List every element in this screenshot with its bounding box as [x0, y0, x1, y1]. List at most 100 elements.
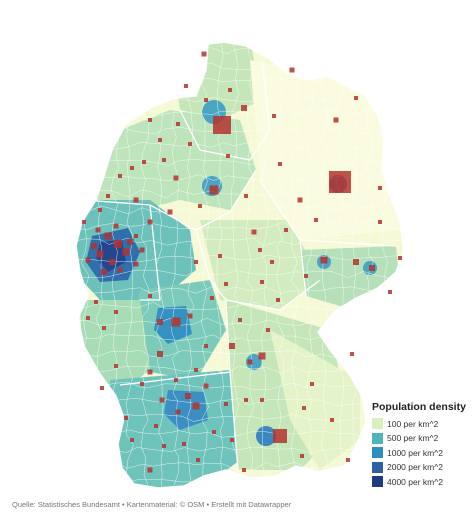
city-marker	[167, 209, 173, 215]
city-marker	[226, 154, 230, 158]
city-marker	[109, 259, 115, 265]
city-marker	[270, 260, 274, 264]
city-marker	[398, 256, 402, 260]
legend-label: 4000 per km^2	[387, 476, 443, 487]
city-marker	[173, 175, 179, 181]
city-marker	[260, 280, 264, 284]
city-marker	[272, 114, 276, 118]
city-marker	[194, 368, 198, 372]
city-marker	[162, 158, 166, 162]
city-marker	[86, 316, 90, 320]
city-marker	[209, 185, 219, 195]
legend-title: Population density	[372, 401, 466, 413]
city-marker	[304, 274, 308, 278]
city-marker	[187, 313, 193, 319]
city-marker	[82, 220, 86, 224]
region-munich	[256, 426, 276, 446]
legend-item: 500 per km^2	[372, 432, 472, 445]
city-marker	[147, 467, 153, 473]
city-marker	[101, 269, 107, 275]
city-marker	[213, 116, 231, 134]
city-marker	[147, 219, 153, 225]
city-marker	[85, 257, 91, 263]
city-marker	[350, 352, 354, 356]
city-marker	[228, 88, 232, 92]
region-stuttgart	[164, 390, 208, 430]
legend-swatch	[372, 447, 383, 458]
city-marker	[242, 468, 246, 472]
city-marker	[297, 197, 303, 203]
city-marker	[310, 382, 314, 386]
city-marker	[204, 98, 208, 102]
city-marker	[276, 298, 280, 302]
city-marker	[378, 186, 382, 190]
city-marker	[148, 294, 152, 298]
city-marker	[229, 343, 235, 349]
city-marker	[162, 444, 166, 448]
city-marker	[96, 250, 104, 258]
city-marker	[260, 398, 264, 402]
city-marker	[130, 438, 134, 442]
city-marker	[258, 248, 262, 252]
city-marker	[139, 247, 145, 253]
city-marker	[158, 138, 162, 142]
city-marker	[113, 223, 119, 229]
city-marker	[224, 402, 228, 406]
city-marker	[174, 378, 178, 382]
legend-swatch	[372, 461, 383, 473]
region-central	[200, 220, 320, 310]
city-marker	[196, 458, 200, 462]
legend-label: 500 per km^2	[387, 433, 439, 443]
source-credit: Quelle: Statistisches Bundesamt • Karten…	[12, 500, 292, 509]
city-marker	[388, 290, 392, 294]
city-marker	[114, 364, 118, 368]
city-marker	[147, 369, 153, 375]
city-marker	[198, 204, 202, 208]
legend-label: 2000 per km^2	[387, 462, 443, 472]
legend-label: 1000 per km^2	[387, 447, 443, 458]
city-marker	[278, 162, 282, 166]
city-marker	[171, 317, 181, 327]
city-marker	[114, 310, 118, 314]
city-marker	[266, 328, 270, 332]
city-marker	[114, 240, 122, 248]
city-marker	[185, 393, 191, 399]
city-marker	[157, 351, 163, 357]
city-marker	[154, 424, 158, 428]
city-marker	[157, 319, 163, 325]
legend-item: 1000 per km^2	[372, 446, 472, 459]
city-marker	[369, 265, 375, 271]
city-marker	[133, 261, 139, 267]
city-marker	[224, 282, 228, 286]
legend-swatch	[372, 432, 383, 444]
city-marker	[204, 344, 208, 348]
region-northeast	[250, 60, 400, 240]
city-marker	[102, 326, 106, 330]
city-marker	[241, 105, 247, 111]
city-marker	[140, 382, 144, 386]
city-marker	[134, 234, 138, 238]
city-marker	[127, 239, 133, 245]
city-marker	[273, 429, 287, 443]
city-marker	[201, 51, 207, 57]
city-markers	[82, 51, 402, 473]
city-marker	[329, 171, 351, 193]
city-marker	[302, 406, 306, 410]
city-marker	[194, 260, 198, 264]
city-marker	[330, 418, 334, 422]
legend-item: 4000 per km^2	[372, 475, 472, 488]
legend-swatch	[372, 476, 383, 487]
city-marker	[130, 166, 134, 170]
city-marker	[124, 416, 128, 420]
city-marker	[320, 256, 328, 264]
city-marker	[142, 160, 146, 164]
city-marker	[176, 122, 180, 126]
city-marker	[238, 318, 242, 322]
city-marker	[203, 383, 209, 389]
city-marker	[333, 117, 339, 123]
city-marker	[184, 84, 188, 88]
city-marker	[251, 229, 257, 235]
city-marker	[122, 248, 130, 256]
legend-swatch	[372, 418, 383, 429]
